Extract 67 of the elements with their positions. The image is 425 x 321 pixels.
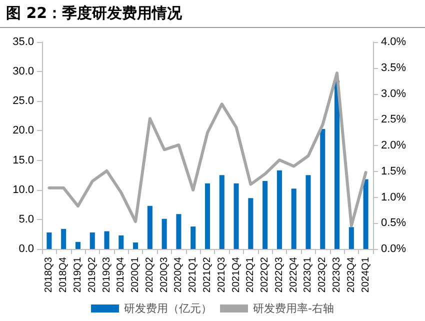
- legend-label: 研发费用（亿元）: [124, 302, 212, 315]
- x-tick-label: 2022Q3: [274, 256, 285, 293]
- x-tick-label: 2020Q3: [158, 256, 170, 293]
- bar: [334, 80, 340, 249]
- bar: [320, 128, 326, 249]
- bar: [234, 183, 239, 249]
- y2-tick-label: 1.5%: [381, 165, 406, 178]
- x-tick-label: 2021Q1: [188, 256, 199, 293]
- y2-tick-label: 3.0%: [381, 88, 406, 100]
- y2-tick-label: 4.0%: [381, 36, 406, 48]
- bar: [133, 242, 138, 249]
- y-tick-label: 25.0: [12, 95, 34, 108]
- y-tick-label: 0.0: [18, 243, 34, 255]
- bar: [90, 232, 95, 249]
- x-tick-label: 2018Q3: [44, 256, 55, 293]
- x-tick-label: 2018Q4: [58, 256, 70, 293]
- x-tick-label: 2023Q2: [317, 256, 328, 293]
- x-tick-label: 2021Q2: [202, 256, 213, 293]
- x-tick-label: 2023Q4: [346, 256, 357, 293]
- bar: [276, 170, 282, 249]
- y2-tick-label: 2.0%: [381, 140, 406, 152]
- x-tick-label: 2020Q4: [173, 256, 184, 293]
- y-tick-label: 30.0: [12, 66, 34, 78]
- bar: [61, 228, 66, 249]
- chart-title: 图 22：季度研发费用情况: [6, 4, 182, 23]
- bar: [46, 232, 52, 249]
- bar: [306, 175, 311, 249]
- y-tick-label: 15.0: [12, 154, 34, 166]
- bar: [162, 218, 167, 249]
- x-tick-label: 2022Q4: [288, 256, 300, 293]
- y2-tick-label: 0.0%: [381, 243, 406, 255]
- x-tick-label: 2021Q3: [216, 256, 228, 293]
- legend-label: 研发费用率-右轴: [253, 302, 334, 315]
- bar: [262, 180, 268, 249]
- bar: [248, 198, 254, 249]
- y2-tick-label: 0.5%: [381, 217, 406, 230]
- bar: [219, 175, 224, 249]
- y-tick-label: 10.0: [12, 184, 34, 196]
- x-tick-label: 2023Q3: [332, 256, 343, 293]
- bar: [118, 235, 124, 249]
- x-tick-label: 2020Q1: [130, 256, 142, 293]
- x-tick-label: 2019Q2: [86, 256, 98, 293]
- bar: [291, 188, 296, 249]
- y2-tick-label: 1.0%: [381, 191, 406, 204]
- bar: [204, 183, 210, 249]
- line-series: [48, 72, 368, 228]
- y-tick-label: 5.0: [18, 213, 34, 226]
- x-tick-label: 2022Q2: [260, 256, 271, 293]
- bar: [348, 227, 354, 249]
- bar: [75, 242, 80, 249]
- bar: [176, 214, 182, 249]
- y-tick-label: 35.0: [12, 36, 34, 48]
- x-tick-label: 2019Q4: [116, 256, 127, 293]
- x-tick-label: 2022Q1: [245, 256, 256, 293]
- y2-tick-label: 2.5%: [381, 114, 406, 126]
- bar: [190, 226, 196, 249]
- x-tick-label: 2019Q1: [72, 256, 84, 293]
- bar: [363, 179, 368, 249]
- bar: [147, 206, 152, 249]
- x-tick-label: 2020Q2: [144, 256, 156, 293]
- y-tick-label: 20.0: [12, 124, 34, 137]
- x-tick-label: 2021Q4: [230, 256, 242, 293]
- x-tick-label: 2023Q1: [302, 256, 314, 293]
- x-tick-label: 2019Q3: [101, 256, 112, 293]
- bar: [104, 231, 110, 249]
- y2-tick-label: 3.5%: [381, 62, 406, 74]
- x-tick-label: 2024Q1: [360, 256, 372, 293]
